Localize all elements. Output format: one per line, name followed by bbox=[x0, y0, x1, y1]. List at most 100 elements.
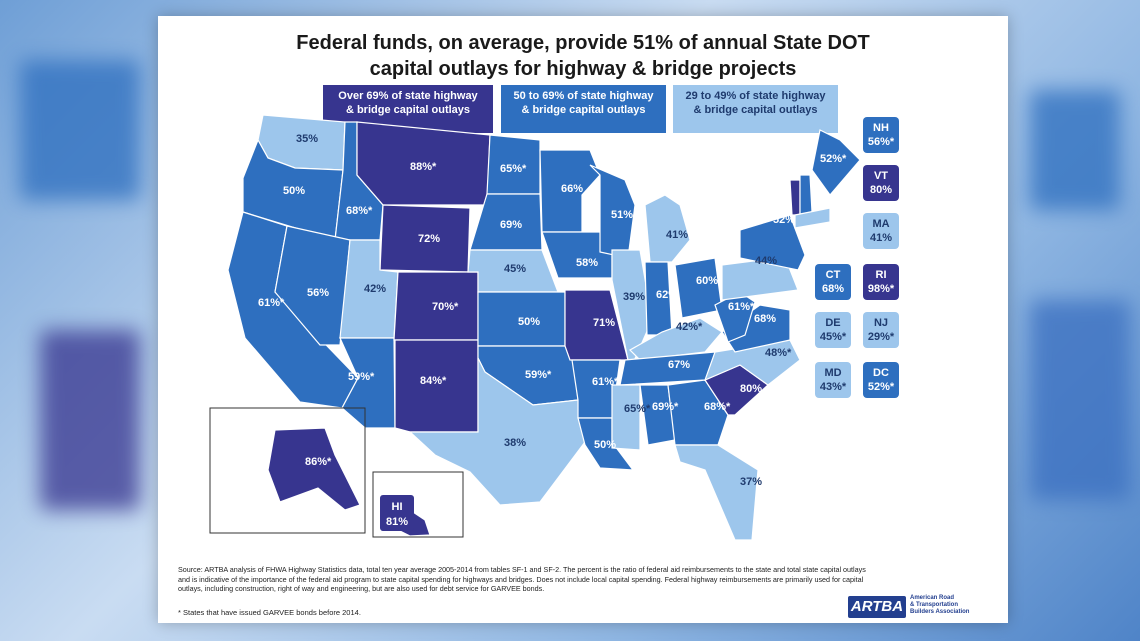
state-shape-ms bbox=[611, 384, 641, 451]
state-label-va: 68% bbox=[754, 313, 776, 325]
legend-line-1: Over 69% of state highway bbox=[338, 90, 478, 102]
state-label-nd: 65%* bbox=[500, 163, 527, 175]
state-label-co: 70%* bbox=[432, 301, 459, 313]
state-label-pa: 44% bbox=[755, 255, 777, 267]
state-label-ne: 45% bbox=[504, 263, 526, 275]
small-state-value: 45%* bbox=[819, 331, 847, 343]
small-state-abbr: RI bbox=[875, 269, 887, 281]
state-label-oh: 60%* bbox=[696, 275, 723, 287]
small-state-abbr: MA bbox=[872, 218, 890, 230]
state-label-ny: 52% bbox=[773, 214, 795, 226]
small-state-value: 43%* bbox=[819, 381, 847, 393]
state-shape-ny bbox=[739, 214, 806, 271]
hawaii-value: 81% bbox=[386, 516, 408, 528]
small-state-box-ct: CT 68% bbox=[815, 264, 851, 300]
small-state-value: 52%* bbox=[867, 381, 895, 393]
state-label-nm: 84%* bbox=[420, 375, 447, 387]
state-label-wy: 72% bbox=[418, 233, 440, 245]
artba-logo-text: American Road & Transportation Builders … bbox=[910, 595, 1005, 616]
state-label-la: 50% bbox=[594, 439, 616, 451]
state-label-wa: 35% bbox=[296, 133, 318, 145]
us-map: 35% 50% 61%* 68%* 56% 88%* 72% 42% 59%* 70%* 84%* 6… bbox=[209, 114, 861, 541]
state-shape-fl bbox=[674, 444, 759, 541]
state-label-mi: 41% bbox=[666, 229, 688, 241]
alaska-inset-frame bbox=[209, 407, 366, 534]
state-label-wi: 51% bbox=[611, 209, 633, 221]
state-label-in: 62% bbox=[656, 289, 678, 301]
state-shape-ga bbox=[667, 379, 729, 446]
state-label-ok: 59%* bbox=[525, 369, 552, 381]
legend-line-2: & bridge capital outlays bbox=[345, 104, 471, 116]
state-shape-vt bbox=[789, 179, 801, 216]
small-state-box-de: DE 45%* bbox=[815, 312, 851, 348]
logo-line-1: American Road bbox=[910, 595, 955, 601]
logo-line-3: Builders Association bbox=[910, 609, 970, 615]
legend-29-49: 29 to 49% of state highway & bridge capi… bbox=[673, 85, 838, 133]
small-state-box-ri: RI 98%* bbox=[863, 264, 899, 300]
small-state-abbr: CT bbox=[825, 269, 841, 281]
state-shape-me bbox=[811, 129, 861, 196]
background-blur-block bbox=[1030, 300, 1130, 500]
state-label-ks: 50% bbox=[518, 316, 540, 328]
state-label-sc: 80% bbox=[740, 383, 762, 395]
small-state-abbr: DE bbox=[825, 317, 841, 329]
state-shapes bbox=[227, 114, 861, 541]
state-label-ms: 65%* bbox=[624, 403, 651, 415]
source-note: Source: ARTBA analysis of FHWA Highway S… bbox=[178, 565, 866, 594]
small-state-box-vt: VT 80% bbox=[863, 165, 899, 201]
legend-50-69: 50 to 69% of state highway & bridge capi… bbox=[501, 85, 666, 133]
state-label-tx: 38% bbox=[504, 437, 526, 449]
background-blur-block bbox=[1030, 90, 1120, 210]
state-label-wv: 61%* bbox=[728, 301, 755, 313]
page-title: Federal funds, on average, provide 51% o… bbox=[158, 30, 1008, 82]
small-state-abbr: VT bbox=[873, 170, 889, 182]
small-state-box-nh: NH 56%* bbox=[863, 117, 899, 153]
state-label-tn: 67% bbox=[668, 359, 690, 371]
state-shape-va bbox=[721, 304, 791, 353]
state-label-nv: 56% bbox=[307, 287, 329, 299]
small-state-value: 80% bbox=[869, 184, 893, 196]
state-label-nc: 48%* bbox=[765, 347, 792, 359]
legend-line-2: & bridge capital outlays bbox=[693, 104, 818, 116]
small-state-abbr: MD bbox=[824, 367, 842, 379]
state-label-ar: 61%* bbox=[592, 376, 619, 388]
hawaii-inset-frame bbox=[372, 471, 464, 538]
small-state-value: 56%* bbox=[867, 136, 895, 148]
background-blur-block bbox=[20, 60, 140, 200]
small-state-abbr: NJ bbox=[873, 317, 889, 329]
garvee-footnote: * States that have issued GARVEE bonds b… bbox=[178, 608, 361, 617]
state-shape-nv bbox=[274, 225, 351, 346]
state-label-mn: 66% bbox=[561, 183, 583, 195]
artba-logo: ARTBA American Road & Transportation Bui… bbox=[848, 594, 1003, 620]
small-state-abbr: DC bbox=[873, 367, 889, 379]
state-label-il: 39% bbox=[623, 291, 645, 303]
state-shape-oh bbox=[674, 257, 723, 319]
small-state-abbr: NH bbox=[873, 122, 889, 134]
state-label-ut: 42% bbox=[364, 283, 386, 295]
small-state-box-dc: DC 52%* bbox=[863, 362, 899, 398]
state-labels: 35% 50% 61%* 68%* 56% 88%* 72% 42% 59%* 70%* 84%* 6… bbox=[258, 133, 847, 531]
state-label-ga: 68%* bbox=[704, 401, 731, 413]
small-state-value: 41% bbox=[869, 232, 893, 244]
small-state-box-ma: MA 41% bbox=[863, 213, 899, 249]
state-label-al: 69%* bbox=[652, 401, 679, 413]
state-shape-nh bbox=[799, 174, 813, 216]
slide: Federal funds, on average, provide 51% o… bbox=[158, 16, 1008, 623]
inset-frames bbox=[209, 407, 464, 538]
state-shape-mt bbox=[356, 121, 491, 206]
small-state-box-nj: NJ 29%* bbox=[863, 312, 899, 348]
small-state-box-md: MD 43%* bbox=[815, 362, 851, 398]
hawaii-label-box bbox=[380, 495, 414, 531]
title-line-2: capital outlays for highway & bridge pro… bbox=[369, 58, 797, 80]
logo-line-2: & Transportation bbox=[910, 602, 959, 608]
artba-logo-mark: ARTBA bbox=[848, 596, 906, 618]
small-state-value: 29%* bbox=[867, 331, 895, 343]
state-label-az: 59%* bbox=[348, 371, 375, 383]
state-label-ia: 58% bbox=[576, 257, 598, 269]
legend-line-1: 29 to 49% of state highway bbox=[685, 90, 826, 102]
state-label-mo: 71% bbox=[593, 317, 615, 329]
background-blur-block bbox=[40, 330, 140, 510]
state-label-ky: 42%* bbox=[676, 321, 703, 333]
legend-line-2: & bridge capital outlays bbox=[521, 104, 646, 116]
state-label-fl: 37% bbox=[740, 476, 762, 488]
